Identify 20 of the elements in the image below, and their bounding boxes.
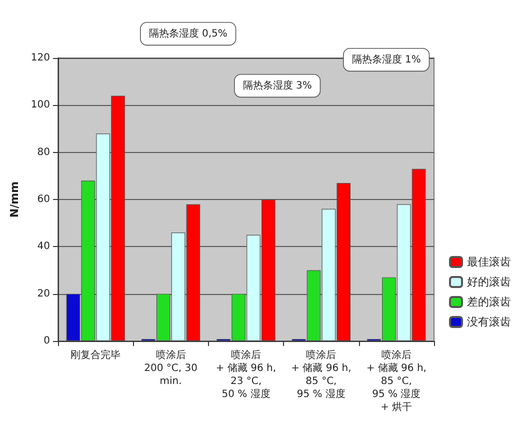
y-tick-label: 0 [44, 336, 50, 346]
y-tick-label: 100 [30, 100, 50, 111]
legend-label: 没有滚齿 [467, 316, 511, 328]
x-tick-label: 喷涂后 200 °C, 30 min. [144, 349, 198, 387]
x-tick-label: 喷涂后 + 储藏 96 h, 23 °C, 50 % 湿度 [216, 349, 276, 400]
legend-label: 好的滚齿 [467, 276, 511, 288]
x-tick-label: 刚复合完毕 [70, 349, 121, 361]
y-tick-label: 40 [37, 241, 50, 252]
y-tick-label: 20 [37, 288, 50, 300]
y-axis-title: N/mm [8, 181, 22, 218]
y-tick-label: 80 [37, 146, 50, 158]
annotation: 隔热条湿度 3% [242, 79, 312, 92]
text: 隔热条湿度 0,5% [148, 27, 228, 40]
y-tick-label: 120 [30, 52, 50, 64]
annotation: 隔热条湿度 1% [352, 53, 421, 66]
y-tick-label: 60 [37, 194, 50, 205]
legend-label: 最佳滚齿 [467, 256, 511, 268]
legend-label: 差的滚齿 [467, 296, 511, 308]
x-tick-label: 喷涂后 + 储藏 96 h, 85 °C, 95 % 湿度 + 烘干 [366, 349, 426, 413]
x-tick-label: 喷涂后 + 储藏 96 h, 85 °C, 95 % 湿度 [291, 349, 352, 400]
